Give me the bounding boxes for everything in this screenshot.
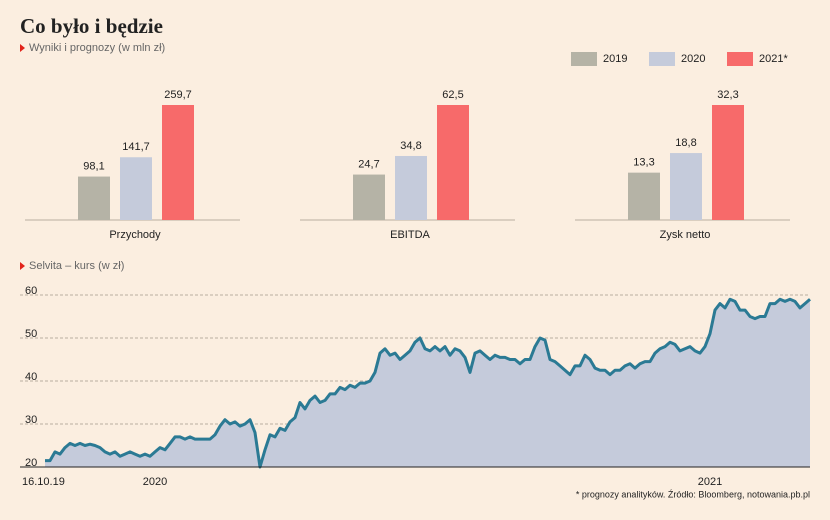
- legend-swatch: [649, 52, 675, 66]
- bar: [712, 105, 744, 220]
- chart-title: Co było i będzie: [20, 14, 163, 38]
- x-tick-label: 16.10.19: [22, 476, 65, 488]
- x-tick-label: 2021: [698, 476, 722, 488]
- legend-label: 2021*: [759, 53, 788, 65]
- data-label: 13,3: [633, 157, 654, 169]
- data-label: 34,8: [400, 140, 421, 152]
- data-label: 141,7: [122, 141, 150, 153]
- data-label: 62,5: [442, 89, 463, 101]
- bar: [162, 105, 194, 220]
- x-tick-label: EBITDA: [390, 229, 430, 241]
- legend-label: 2020: [681, 53, 705, 65]
- data-label: 98,1: [83, 160, 104, 172]
- y-tick-label: 50: [25, 328, 37, 340]
- x-tick-label: 2020: [143, 476, 167, 488]
- y-tick-label: 60: [25, 285, 37, 297]
- legend-swatch: [571, 52, 597, 66]
- y-tick-label: 20: [25, 457, 37, 469]
- data-label: 32,3: [717, 89, 738, 101]
- subtitle: Wyniki i prognozy (w mln zł): [29, 42, 165, 54]
- line: [45, 297, 811, 469]
- bar: [670, 153, 702, 220]
- marker: [20, 44, 25, 52]
- bar: [437, 105, 469, 220]
- bar: [78, 176, 110, 220]
- x-tick-label: Przychody: [109, 229, 161, 241]
- marker: [20, 262, 25, 270]
- data-label: 259,7: [164, 89, 192, 101]
- area: [45, 299, 810, 467]
- legend-label: 2019: [603, 53, 627, 65]
- bar: [120, 157, 152, 220]
- bar: [353, 174, 385, 220]
- data-label: 24,7: [358, 158, 379, 170]
- bar: [628, 172, 660, 220]
- legend-swatch: [727, 52, 753, 66]
- y-tick-label: 40: [25, 371, 37, 383]
- x-tick-label: Zysk netto: [660, 229, 711, 241]
- footnote: * prognozy analityków. Źródło: Bloomberg…: [576, 489, 810, 499]
- data-label: 18,8: [675, 137, 696, 149]
- y-tick-label: 30: [25, 414, 37, 426]
- subtitle: Selvita – kurs (w zł): [29, 260, 124, 272]
- bar: [395, 155, 427, 220]
